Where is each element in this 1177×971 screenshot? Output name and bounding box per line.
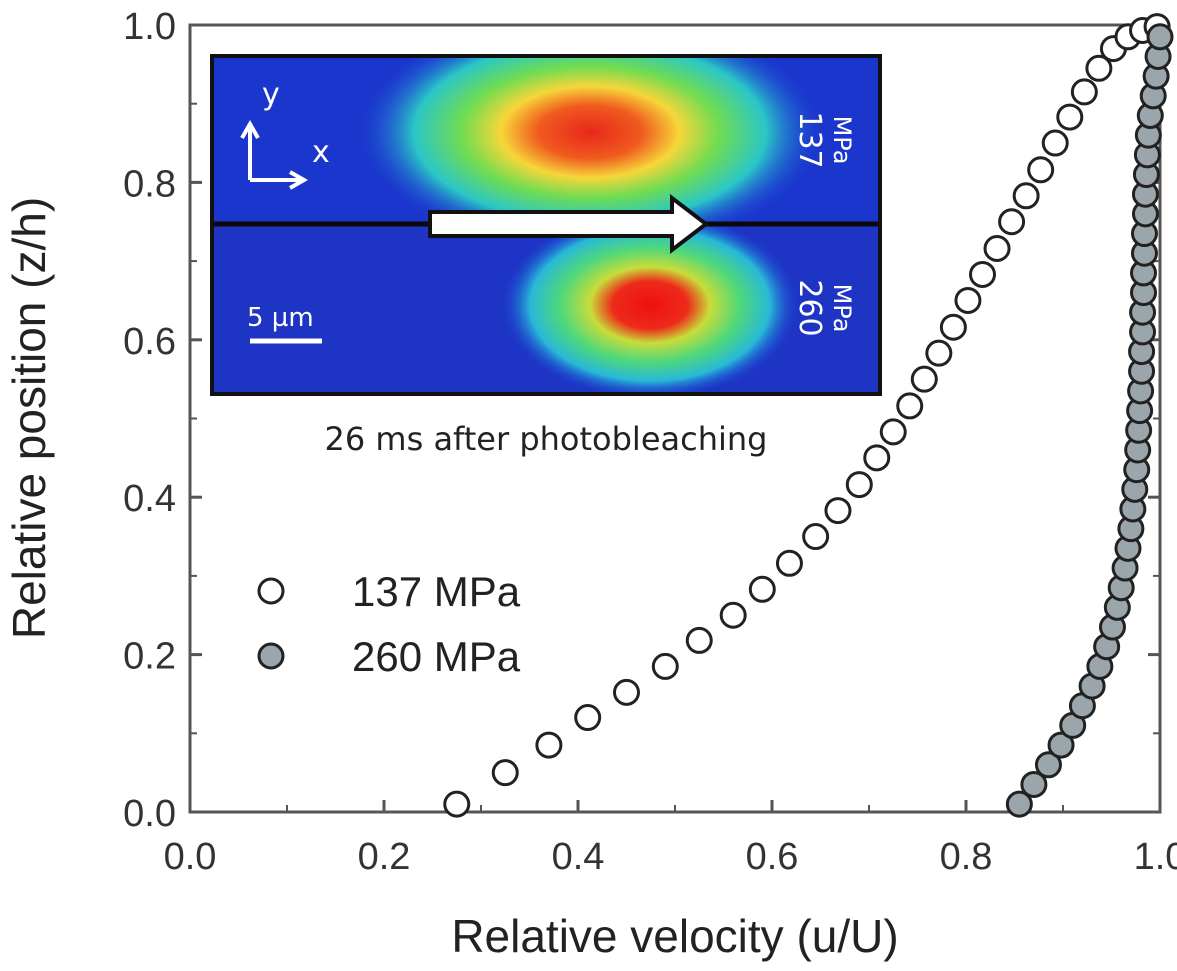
inset-top-fluorescence-spot xyxy=(355,58,825,222)
x-tick-label: 0.0 xyxy=(164,836,217,878)
point-137-mpa xyxy=(535,731,563,759)
y-axis-title: Relative position (z/h) xyxy=(3,197,55,639)
point-137-mpa xyxy=(863,444,891,472)
point-137-mpa xyxy=(613,678,640,706)
point-137-mpa xyxy=(719,601,747,629)
point-137-mpa xyxy=(983,235,1011,263)
y-tick-label: 0.8 xyxy=(123,163,176,205)
point-260-mpa xyxy=(1020,770,1048,798)
legend-marker-260-mpa xyxy=(257,642,285,670)
point-137-mpa xyxy=(574,704,602,732)
inset-scale-label: 5 µm xyxy=(247,303,314,333)
x-tick-label: 0.2 xyxy=(358,836,411,878)
point-137-mpa xyxy=(1085,54,1113,82)
point-137-mpa xyxy=(896,392,924,420)
y-tick-label: 0.0 xyxy=(123,793,176,835)
legend-label-260-mpa: 260 MPa xyxy=(352,633,521,680)
point-137-mpa xyxy=(939,313,967,341)
point-137-mpa xyxy=(1070,78,1098,106)
point-137-mpa xyxy=(968,260,996,288)
point-260-mpa xyxy=(1005,790,1033,818)
x-axis-title: Relative velocity (u/U) xyxy=(451,910,898,962)
x-tick-label: 0.4 xyxy=(552,836,605,878)
point-137-mpa xyxy=(998,208,1026,236)
x-tick-label: 0.6 xyxy=(746,836,799,878)
inset-top-pressure-unit: MPa xyxy=(828,116,856,165)
flow-arrow-icon xyxy=(428,193,710,255)
y-tick-label: 0.4 xyxy=(123,478,176,520)
y-tick-label: 0.2 xyxy=(123,636,176,678)
point-137-mpa xyxy=(748,575,776,603)
point-260-mpa xyxy=(1146,23,1174,51)
point-137-mpa xyxy=(824,497,852,525)
x-tick-label: 1.0 xyxy=(1134,836,1177,878)
point-137-mpa xyxy=(443,790,471,818)
point-137-mpa xyxy=(910,365,938,393)
inset-image: y x 5 µm 137 MPa 260 MPa 26 ms after pho… xyxy=(210,54,882,458)
point-137-mpa xyxy=(1027,156,1055,184)
point-260-mpa xyxy=(1047,731,1075,759)
point-137-mpa xyxy=(802,523,830,551)
y-tick-label: 1.0 xyxy=(123,6,176,48)
point-260-mpa xyxy=(1034,751,1062,779)
point-137-mpa xyxy=(1056,103,1084,131)
inset-bottom-fluorescence-spot xyxy=(500,226,800,392)
point-137-mpa xyxy=(845,471,873,499)
legend-label-137-mpa: 137 MPa xyxy=(352,568,521,615)
point-137-mpa xyxy=(651,652,679,680)
point-137-mpa xyxy=(775,549,803,577)
legend: 137 MPa 260 MPa xyxy=(257,568,521,680)
inset-bottom-pressure-unit: MPa xyxy=(828,284,856,333)
point-137-mpa xyxy=(925,339,953,367)
point-137-mpa xyxy=(1041,129,1069,157)
x-tick-label: 0.8 xyxy=(940,836,993,878)
xy-axes-icon xyxy=(240,119,309,190)
series-137-mpa xyxy=(443,13,1171,818)
point-137-mpa xyxy=(685,626,713,654)
inset-axis-x-label: x xyxy=(312,135,330,170)
inset-top-pressure-number: 137 xyxy=(792,111,827,168)
inset-axis-y-label: y xyxy=(262,77,280,112)
point-137-mpa xyxy=(491,759,519,787)
point-137-mpa xyxy=(879,418,907,446)
y-tick-label: 0.6 xyxy=(123,321,176,363)
legend-marker-137-mpa xyxy=(257,577,285,605)
inset-caption: 26 ms after photobleaching xyxy=(325,420,768,458)
x-axis: 0.0 0.2 0.4 0.6 0.8 1.0 xyxy=(164,800,1177,878)
point-137-mpa xyxy=(954,286,982,314)
inset-bottom-pressure-number: 260 xyxy=(792,279,827,336)
series-260-mpa xyxy=(1005,23,1174,818)
point-137-mpa xyxy=(1012,182,1040,210)
